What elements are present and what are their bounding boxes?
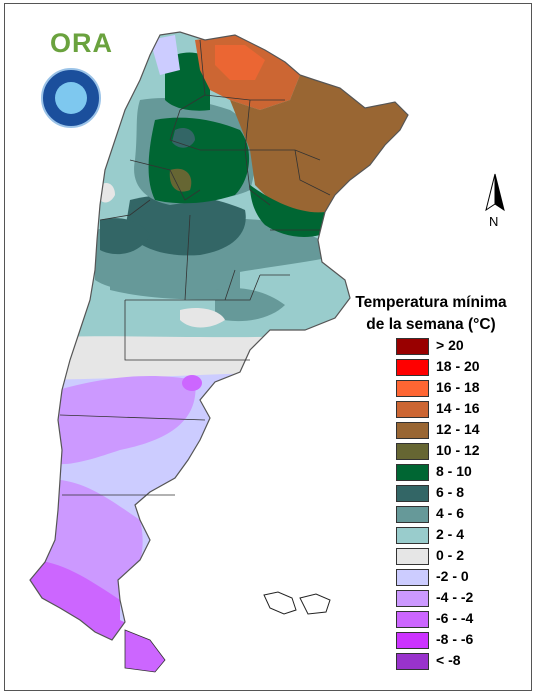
legend-item: 6 - 8 [396, 483, 526, 503]
legend-swatch [396, 359, 429, 376]
legend-item: -6 - -4 [396, 609, 526, 629]
north-label: N [489, 214, 499, 229]
legend-label: 8 - 10 [436, 463, 472, 479]
legend-swatch [396, 653, 429, 670]
legend-item: -4 - -2 [396, 588, 526, 608]
legend-label: -2 - 0 [436, 568, 469, 584]
legend-swatch [396, 611, 429, 628]
legend-label: 16 - 18 [436, 379, 480, 395]
legend-swatch [396, 443, 429, 460]
north-arrow-icon [485, 173, 505, 212]
legend-item: 2 - 4 [396, 525, 526, 545]
legend-label: 18 - 20 [436, 358, 480, 374]
smn-logo [41, 68, 101, 128]
legend-label: 10 - 12 [436, 442, 480, 458]
ora-logo: ORA [50, 28, 113, 58]
legend-label: 6 - 8 [436, 484, 465, 500]
legend-label: -4 - -2 [436, 589, 474, 605]
legend-label: -6 - -4 [436, 610, 474, 626]
legend-item: 16 - 18 [396, 378, 526, 398]
legend-label: > 20 [436, 337, 464, 353]
legend-item: 8 - 10 [396, 462, 526, 482]
legend-label: 2 - 4 [436, 526, 465, 542]
legend-swatch [396, 506, 429, 523]
legend-title-line2: de la semana (°C) [366, 316, 496, 333]
falkland-islands [263, 591, 331, 615]
legend-label: 4 - 6 [436, 505, 465, 521]
legend-title: Temperatura mínima de la semana (°C) [336, 292, 526, 336]
legend-swatch [396, 401, 429, 418]
legend-item: 10 - 12 [396, 441, 526, 461]
legend-item: 18 - 20 [396, 357, 526, 377]
legend-item: 0 - 2 [396, 546, 526, 566]
legend-item: 14 - 16 [396, 399, 526, 419]
legend-swatch [396, 569, 429, 586]
legend-label: 12 - 14 [436, 421, 480, 437]
legend-swatch [396, 527, 429, 544]
legend-swatch [396, 422, 429, 439]
legend-item: 12 - 14 [396, 420, 526, 440]
legend-item: < -8 [396, 651, 526, 671]
legend-swatch [396, 632, 429, 649]
legend-label: -8 - -6 [436, 631, 474, 647]
legend-label: 0 - 2 [436, 547, 465, 563]
legend-swatch [396, 590, 429, 607]
legend-item: 4 - 6 [396, 504, 526, 524]
legend-swatch [396, 380, 429, 397]
legend-item: > 20 [396, 336, 526, 356]
legend-item: -2 - 0 [396, 567, 526, 587]
legend-label: < -8 [436, 652, 461, 668]
legend-label: 14 - 16 [436, 400, 480, 416]
legend-item: -8 - -6 [396, 630, 526, 650]
legend-swatch [396, 338, 429, 355]
legend-swatch [396, 485, 429, 502]
legend-swatch [396, 464, 429, 481]
legend-title-line1: Temperatura mínima [355, 294, 507, 311]
legend-swatch [396, 548, 429, 565]
